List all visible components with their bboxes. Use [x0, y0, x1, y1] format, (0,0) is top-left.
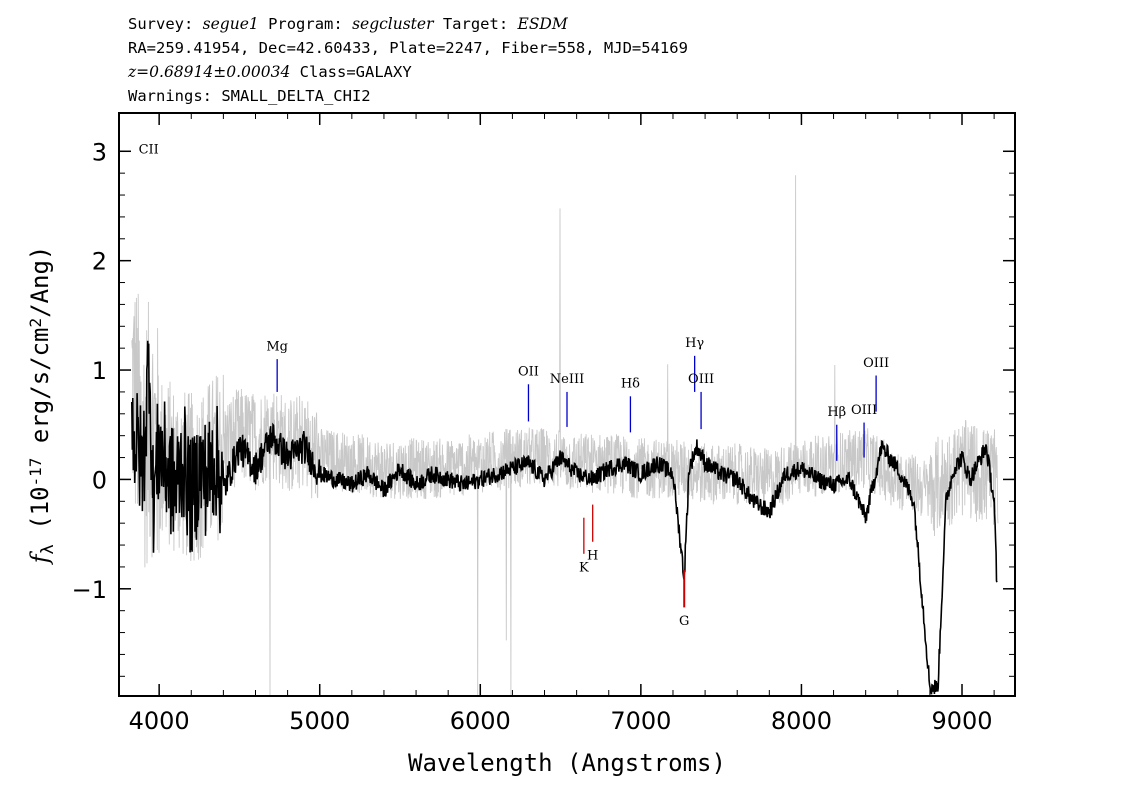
flux-series-line	[131, 340, 998, 695]
line-label-neiii: NeIII	[550, 372, 584, 387]
line-label-g: G	[679, 614, 689, 629]
header-line-1: Survey: segue1 Program: segcluster Targe…	[128, 14, 568, 34]
x-tick-label: 8000	[771, 707, 832, 735]
line-label-h: Hγ	[685, 336, 704, 351]
x-tick-label: 7000	[610, 707, 671, 735]
x-axis-label: Wavelength (Angstroms)	[408, 749, 726, 777]
line-label-h: H	[587, 548, 598, 563]
x-tick-label: 5000	[289, 707, 350, 735]
survey-label: Survey:	[128, 15, 203, 33]
program-value: segcluster	[352, 15, 434, 33]
x-tick-label: 9000	[931, 707, 992, 735]
line-label-oii: OII	[518, 365, 539, 380]
line-label-oiii: OIII	[688, 372, 714, 387]
redshift-value: z=0.68914±0.00034	[128, 63, 291, 81]
spectral-lines-layer: CII Mg OII NeIII Hδ Hγ OIII Hβ OIII OIII KH G	[139, 142, 890, 628]
y-tick-label: 0	[92, 466, 107, 494]
error-series-line	[131, 175, 999, 697]
flux-series-layer	[131, 340, 998, 695]
x-tick-label: 4000	[129, 707, 190, 735]
plot-frame	[118, 112, 1016, 697]
line-label-cii: CII	[139, 142, 159, 157]
y-tick-label: 2	[92, 248, 107, 276]
y-axis-label: fλ (10-17 erg/s/cm2/Ang)	[26, 246, 58, 566]
error-series-layer	[131, 175, 999, 697]
line-label-oiii: OIII	[863, 356, 889, 371]
line-label-mg: Mg	[266, 339, 288, 354]
line-label-oiii: OIII	[851, 403, 877, 418]
target-label: Target:	[433, 15, 518, 33]
y-tick-label: 1	[92, 357, 107, 385]
line-label-k: K	[579, 560, 589, 575]
x-tick-label: 6000	[450, 707, 511, 735]
line-label-h: Hβ	[827, 405, 846, 420]
program-label: Program:	[258, 15, 353, 33]
y-tick-label: 3	[92, 138, 107, 166]
header-line-3: z=0.68914±0.00034 Class=GALAXY	[128, 62, 412, 82]
class-value: Class=GALAXY	[290, 63, 412, 81]
y-tick-label: −1	[72, 576, 107, 604]
target-value: ESDM	[517, 15, 568, 33]
line-label-h: Hδ	[621, 377, 640, 392]
survey-value: segue1	[202, 15, 259, 33]
header-line-4: Warnings: SMALL_DELTA_CHI2	[128, 87, 371, 105]
axis-ticks: 4000 5000 6000 7000 8000 9000 3 2 1 0 −1	[72, 113, 1015, 735]
header-line-2: RA=259.41954, Dec=42.60433, Plate=2247, …	[128, 39, 688, 57]
